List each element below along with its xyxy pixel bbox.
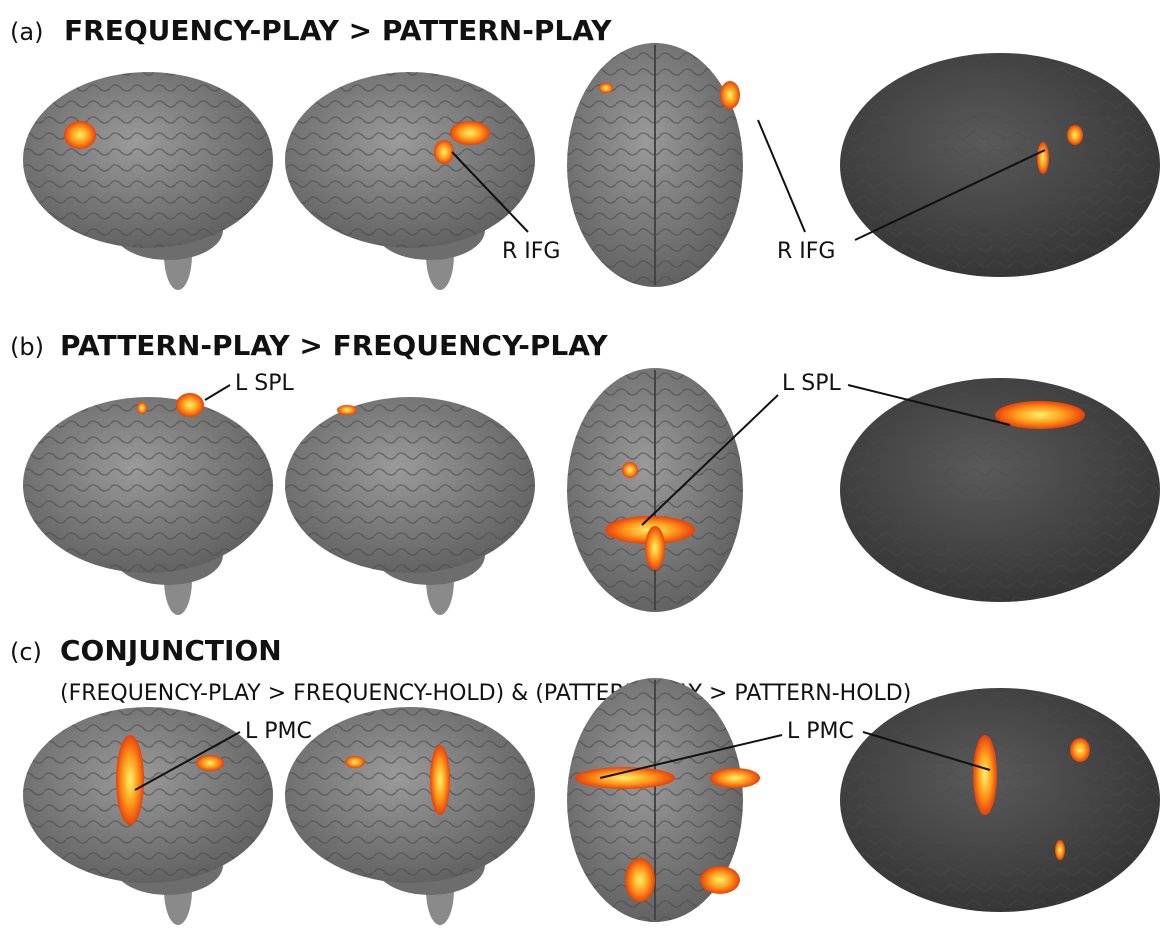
region-label: L SPL (235, 371, 294, 396)
region-label: R IFG (777, 239, 835, 264)
cortex-texture (840, 688, 1160, 912)
panel-title: FREQUENCY-PLAY > PATTERN-PLAY (64, 14, 612, 47)
panel-label: (b) (10, 333, 44, 361)
activation (720, 81, 740, 109)
activation (599, 83, 613, 93)
activation (1037, 142, 1049, 174)
cortex-texture (23, 397, 273, 573)
leader-line (758, 120, 805, 232)
activation (625, 858, 655, 902)
region-label: L PMC (245, 719, 312, 744)
activation (1067, 125, 1083, 145)
leader-line (205, 385, 230, 400)
cortex-texture (285, 397, 535, 573)
activation (196, 755, 224, 771)
activation (1070, 738, 1090, 762)
activation (116, 735, 144, 825)
panel-label: (a) (10, 18, 43, 46)
figure: (a) FREQUENCY-PLAY > PATTERN-PLAY (b) PA… (0, 0, 1161, 944)
cortex-texture (23, 72, 273, 248)
activation (622, 462, 638, 478)
activation (645, 526, 665, 570)
panel-subtitle: (FREQUENCY-PLAY > FREQUENCY-HOLD) & (PAT… (60, 681, 911, 706)
panel-title: CONJUNCTION (60, 634, 282, 667)
region-label: L SPL (782, 371, 841, 396)
activation (575, 767, 675, 789)
cortex-texture (840, 53, 1160, 277)
cortex-texture (285, 707, 535, 883)
cortex-texture (285, 72, 535, 248)
activation (176, 393, 204, 417)
activation (1055, 840, 1065, 860)
activation (430, 745, 450, 815)
activation (337, 405, 357, 415)
region-label: R IFG (502, 239, 560, 264)
panel-label: (c) (10, 638, 42, 666)
panel-title: PATTERN-PLAY > FREQUENCY-PLAY (60, 329, 608, 362)
activation (450, 121, 490, 145)
activation (345, 756, 365, 768)
region-label: L PMC (787, 719, 854, 744)
activation (973, 735, 997, 815)
activation (434, 140, 454, 164)
activation (710, 768, 760, 788)
activation (700, 866, 740, 894)
activation (137, 402, 147, 414)
activation (64, 121, 96, 149)
